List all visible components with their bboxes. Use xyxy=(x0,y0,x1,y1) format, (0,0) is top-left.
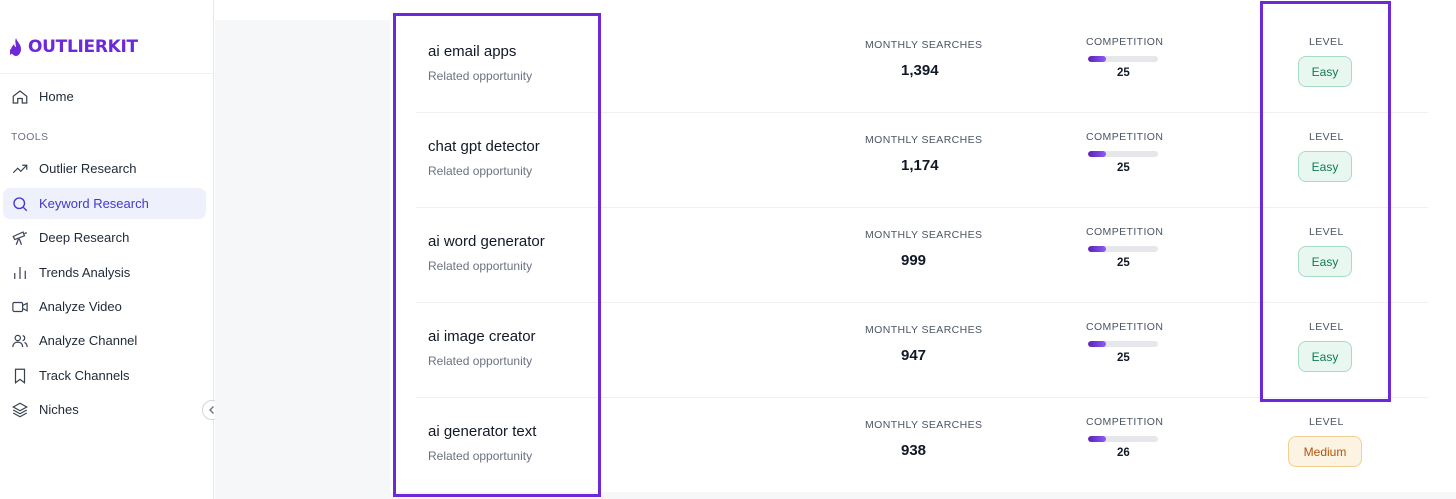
home-icon xyxy=(11,88,29,106)
monthly-searches-value: 947 xyxy=(901,347,927,364)
competition-bar xyxy=(1088,56,1158,62)
sidebar-item-label: Deep Research xyxy=(39,230,130,245)
trend-up-icon xyxy=(11,160,29,178)
competition-bar-fill xyxy=(1088,341,1106,347)
brand-logo[interactable]: OUTLIERKIT xyxy=(8,35,138,59)
level-label: LEVEL xyxy=(1309,226,1344,238)
monthly-searches-label: MONTHLY SEARCHES xyxy=(865,419,983,431)
users-icon xyxy=(11,332,29,350)
telescope-icon xyxy=(11,229,29,247)
keyword-results-card xyxy=(390,20,1456,492)
monthly-searches-value: 938 xyxy=(901,442,927,459)
sidebar-item-trends-analysis[interactable]: Trends Analysis xyxy=(3,257,206,288)
keyword-subtitle: Related opportunity xyxy=(428,164,533,178)
competition-value: 25 xyxy=(1117,162,1130,174)
sidebar-item-label: Home xyxy=(39,89,74,104)
keyword-text: ai generator text xyxy=(428,423,537,440)
sidebar-item-home[interactable]: Home xyxy=(3,81,206,112)
video-icon xyxy=(11,298,29,316)
competition-label: COMPETITION xyxy=(1086,36,1164,48)
monthly-searches-label: MONTHLY SEARCHES xyxy=(865,39,983,51)
keyword-text: ai image creator xyxy=(428,328,536,345)
keyword-text: ai word generator xyxy=(428,233,545,250)
competition-label: COMPETITION xyxy=(1086,226,1164,238)
level-label: LEVEL xyxy=(1309,416,1344,428)
table-row[interactable]: chat gpt detector Related opportunity MO… xyxy=(416,113,1428,208)
keyword-text: chat gpt detector xyxy=(428,138,540,155)
competition-value: 26 xyxy=(1117,447,1130,459)
table-row[interactable]: ai image creator Related opportunity MON… xyxy=(416,303,1428,398)
monthly-searches-label: MONTHLY SEARCHES xyxy=(865,134,983,146)
sidebar-item-track-channels[interactable]: Track Channels xyxy=(3,360,206,391)
level-label: LEVEL xyxy=(1309,131,1344,143)
competition-label: COMPETITION xyxy=(1086,131,1164,143)
competition-bar-fill xyxy=(1088,56,1106,62)
table-row[interactable]: ai generator text Related opportunity MO… xyxy=(416,398,1428,493)
sidebar: OUTLIERKIT Home TOOLS Outlier Research K… xyxy=(0,0,214,499)
brand-name: OUTLIERKIT xyxy=(28,37,138,57)
level-badge: Easy xyxy=(1298,151,1352,182)
monthly-searches-value: 1,174 xyxy=(901,157,939,174)
level-badge: Easy xyxy=(1298,246,1352,277)
level-badge: Easy xyxy=(1298,56,1352,87)
competition-label: COMPETITION xyxy=(1086,321,1164,333)
layers-icon xyxy=(11,401,29,419)
keyword-text: ai email apps xyxy=(428,43,517,60)
keyword-subtitle: Related opportunity xyxy=(428,354,533,368)
level-badge: Easy xyxy=(1298,341,1352,372)
sidebar-item-label: Track Channels xyxy=(39,368,130,383)
chevron-left-icon xyxy=(209,406,214,414)
competition-value: 25 xyxy=(1117,67,1130,79)
sidebar-item-outlier-research[interactable]: Outlier Research xyxy=(3,153,206,184)
competition-bar-fill xyxy=(1088,151,1106,157)
monthly-searches-value: 1,394 xyxy=(901,62,939,79)
sidebar-item-keyword-research[interactable]: Keyword Research xyxy=(3,188,206,219)
monthly-searches-value: 999 xyxy=(901,252,927,269)
keyword-subtitle: Related opportunity xyxy=(428,69,533,83)
sidebar-item-label: Analyze Video xyxy=(39,299,122,314)
divider xyxy=(0,73,213,74)
sidebar-item-label: Analyze Channel xyxy=(39,333,138,348)
sidebar-item-analyze-video[interactable]: Analyze Video xyxy=(3,291,206,322)
level-badge: Medium xyxy=(1288,436,1362,467)
competition-bar-fill xyxy=(1088,436,1107,442)
sidebar-item-analyze-channel[interactable]: Analyze Channel xyxy=(3,325,206,356)
sidebar-item-label: Keyword Research xyxy=(39,196,149,211)
competition-bar-fill xyxy=(1088,246,1106,252)
sidebar-item-deep-research[interactable]: Deep Research xyxy=(3,222,206,253)
keyword-subtitle: Related opportunity xyxy=(428,449,533,463)
sidebar-item-label: Trends Analysis xyxy=(39,265,131,280)
search-icon xyxy=(11,195,29,213)
keyword-column-highlight xyxy=(393,13,601,497)
section-label-tools: TOOLS xyxy=(11,131,49,143)
level-label: LEVEL xyxy=(1309,36,1344,48)
competition-label: COMPETITION xyxy=(1086,416,1164,428)
competition-value: 25 xyxy=(1117,352,1130,364)
competition-bar xyxy=(1088,246,1158,252)
competition-bar xyxy=(1088,436,1158,442)
competition-value: 25 xyxy=(1117,257,1130,269)
bar-chart-icon xyxy=(11,264,29,282)
keyword-subtitle: Related opportunity xyxy=(428,259,533,273)
sidebar-item-label: Outlier Research xyxy=(39,161,137,176)
table-row[interactable]: ai email apps Related opportunity MONTHL… xyxy=(416,18,1428,113)
sidebar-item-label: Niches xyxy=(39,402,79,417)
bookmark-icon xyxy=(11,367,29,385)
monthly-searches-label: MONTHLY SEARCHES xyxy=(865,229,983,241)
monthly-searches-label: MONTHLY SEARCHES xyxy=(865,324,983,336)
competition-bar xyxy=(1088,151,1158,157)
sidebar-item-niches[interactable]: Niches xyxy=(3,394,206,425)
table-row[interactable]: ai word generator Related opportunity MO… xyxy=(416,208,1428,303)
flame-logo-icon xyxy=(10,38,21,56)
level-column-highlight xyxy=(1260,1,1391,402)
competition-bar xyxy=(1088,341,1158,347)
level-label: LEVEL xyxy=(1309,321,1344,333)
